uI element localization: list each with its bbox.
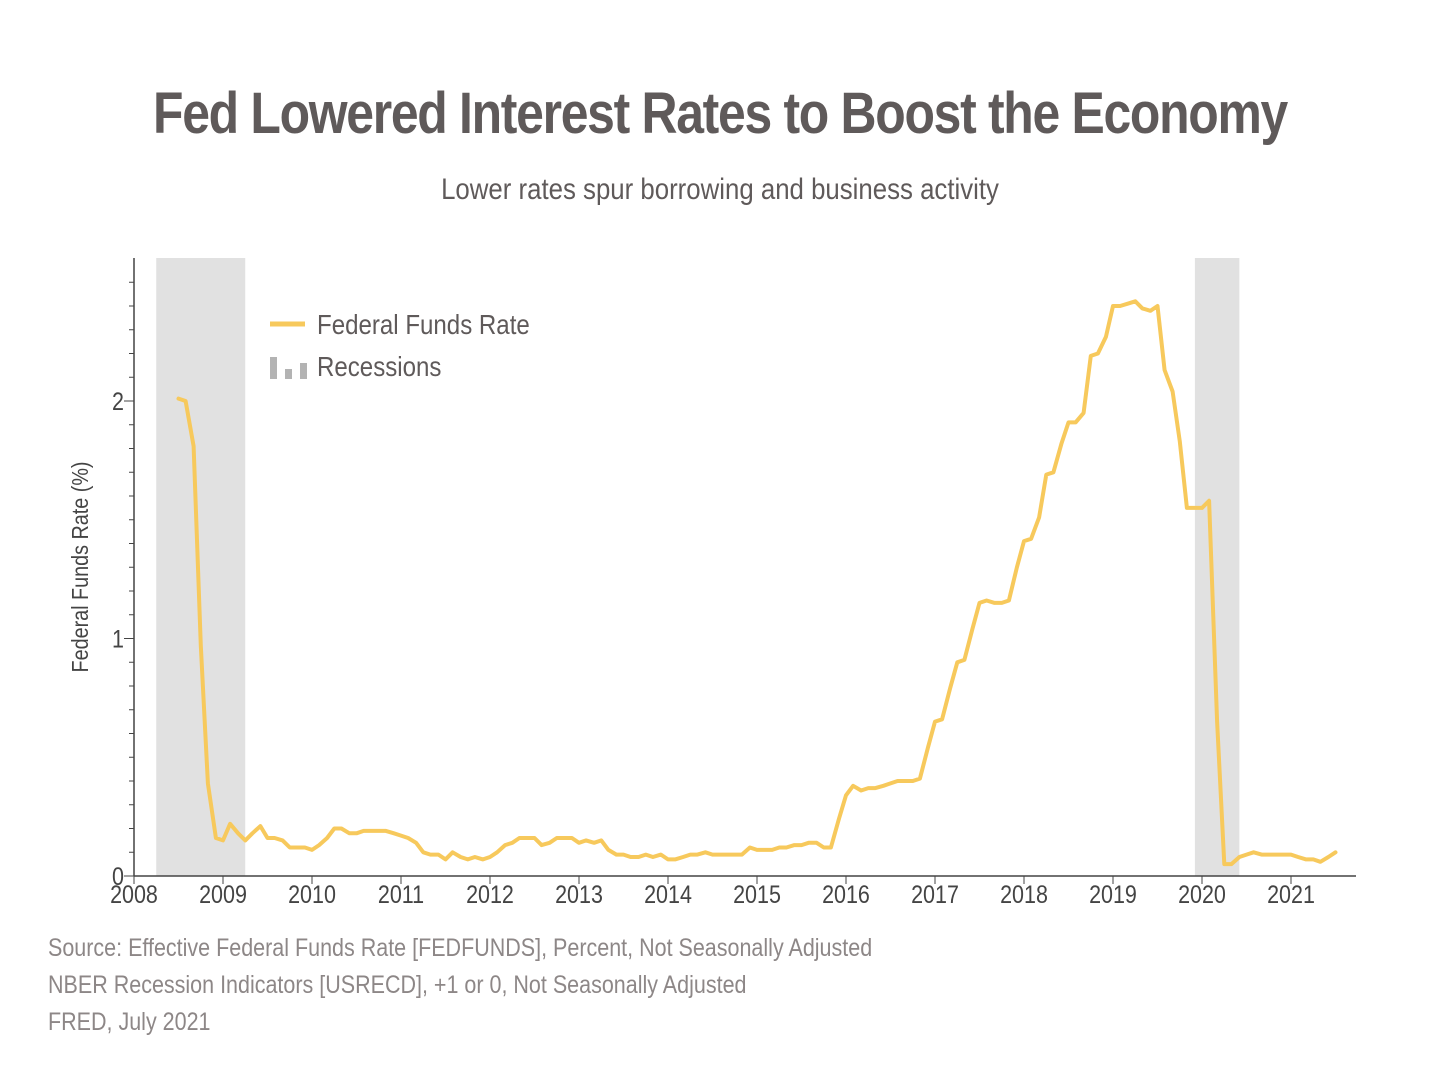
y-tick-label: 2 [112,387,124,415]
x-tick-label: 2015 [733,880,781,908]
series-line-group [176,299,1338,867]
axes: 0 1 2 2008 2009 2010 2011 2012 2013 2014 2015 2016 2… [110,258,1356,908]
recession-band [1194,258,1240,876]
legend-label-rate: Federal Funds Rate [317,308,530,340]
x-tick-label: 2019 [1089,880,1137,908]
legend-label-recessions: Recessions [317,350,441,382]
y-tick-label: 0 [112,862,124,890]
y-axis-label: Federal Funds Rate (%) [68,462,94,673]
x-tick-label: 2013 [555,880,603,908]
legend: Federal Funds Rate Recessions [270,308,530,382]
y-tick-label: 1 [112,625,124,653]
x-tick-label: 2016 [822,880,870,908]
source-line: Source: Effective Federal Funds Rate [FE… [48,934,873,962]
chart-title: Fed Lowered Interest Rates to Boost the … [153,81,1288,146]
legend-swatch-recession-bar [285,369,292,379]
legend-swatch-recession-bar [300,363,307,379]
x-tick-label: 2011 [378,880,424,908]
series-line-federal-funds-rate [176,299,1338,867]
x-tick-label: 2012 [466,880,514,908]
x-tick-label: 2021 [1267,880,1315,908]
x-tick-label: 2017 [911,880,959,908]
recession-band [156,258,246,876]
source-line: NBER Recession Indicators [USRECD], +1 o… [48,971,747,999]
source-note: Source: Effective Federal Funds Rate [FE… [48,930,872,1041]
chart-subtitle: Lower rates spur borrowing and business … [441,173,999,206]
x-tick-label: 2014 [644,880,692,908]
recession-bands [156,258,1240,876]
legend-swatch-recession-bar [270,357,277,379]
x-tick-label: 2008 [110,880,158,908]
x-tick-label: 2020 [1178,880,1226,908]
x-tick-label: 2018 [1000,880,1048,908]
source-line: FRED, July 2021 [48,1008,211,1036]
x-tick-label: 2009 [199,880,247,908]
x-tick-label: 2010 [288,880,336,908]
